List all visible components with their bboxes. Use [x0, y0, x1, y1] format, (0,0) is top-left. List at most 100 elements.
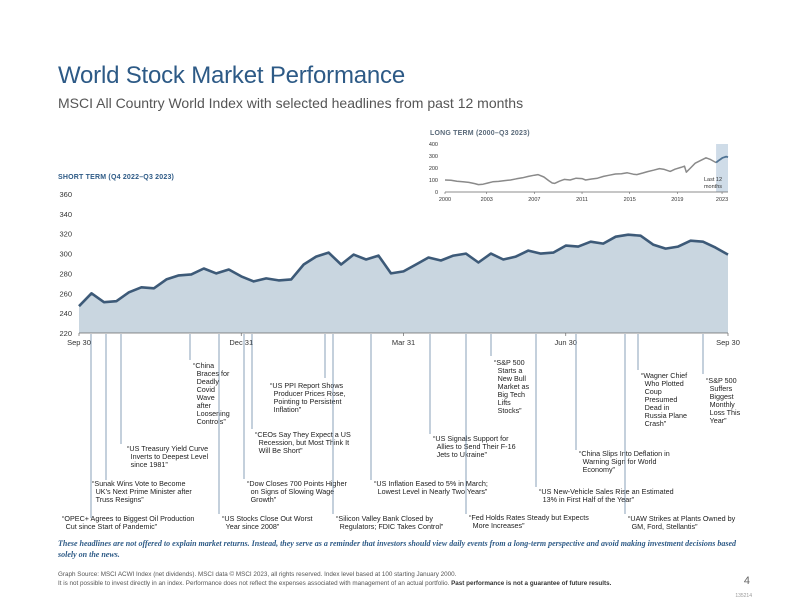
short-term-y-tick: 340	[59, 210, 72, 219]
headline-line: Crash”	[641, 419, 667, 428]
disclosure-bold: Past performance is not a guarantee of f…	[451, 580, 612, 587]
headline-line: Pointing to Persistent	[270, 397, 342, 406]
headline-line: Covid	[193, 385, 215, 394]
headline-line: Year”	[706, 416, 727, 425]
short-term-y-tick: 220	[59, 329, 72, 338]
headline-text: “CEOs Say They Expect a US Recession, bu…	[255, 430, 351, 455]
headline-line: Biggest	[706, 392, 734, 401]
short-term-y-tick: 260	[59, 289, 72, 298]
last-12-months-label-line2: months	[704, 184, 722, 190]
long-term-y-tick: 200	[429, 166, 438, 172]
short-term-y-tick: 360	[59, 190, 72, 199]
short-term-series-line	[78, 233, 729, 308]
headline-line: Who Plotted	[641, 379, 684, 388]
long-term-x-tick: 2019	[671, 197, 683, 203]
headline-line: Cut since Start of Pandemic”	[62, 522, 158, 531]
headline-line: Loss This	[706, 408, 741, 417]
headline-line: Growth”	[247, 495, 277, 504]
long-term-x-tick: 2000	[439, 197, 451, 203]
headline-line: New Bull	[494, 374, 526, 383]
headline-text: “US Stocks Close Out Worst Year since 20…	[222, 514, 313, 531]
short-term-x-tick: Jun 30	[554, 338, 577, 347]
last-12-months-band	[716, 144, 728, 192]
headline-line: Big Tech	[494, 390, 525, 399]
long-term-recent-line	[715, 155, 729, 164]
headline-line: “S&P 500	[706, 376, 737, 385]
headline-line: “UAW Strikes at Plants Owned by	[628, 514, 736, 523]
headline-line: “China	[193, 361, 214, 370]
headline-line: Loosening	[193, 409, 230, 418]
long-term-x-tick: 2023	[716, 197, 728, 203]
headline-line: “US Inflation Eased to 5% in March;	[374, 479, 488, 488]
source-footnote: Graph Source: MSCI ACWI Index (net divid…	[58, 570, 748, 588]
document-code: 135214	[735, 593, 752, 599]
short-term-chart-title: SHORT TERM (Q4 2022–Q3 2023)	[58, 174, 175, 181]
long-term-y-tick: 100	[429, 178, 438, 184]
headline-line: Truss Resigns”	[92, 495, 144, 504]
headline-line: Producer Prices Rose,	[270, 389, 346, 398]
headline-line: Braces for	[193, 369, 230, 378]
headline-line: Controls”	[193, 417, 226, 426]
headline-line: Warning Sign for World	[579, 457, 657, 466]
headline-line: “Dow Closes 700 Points Higher	[247, 479, 347, 488]
long-term-x-tick: 2015	[624, 197, 636, 203]
headline-line: Suffers	[706, 384, 733, 393]
headline-text: “Sunak Wins Vote to Become UK’s Next Pri…	[92, 479, 192, 504]
headline-text: “S&P 500 Suffers Biggest Monthly Loss Th…	[706, 376, 741, 425]
short-term-x-tick: Dec 31	[229, 338, 253, 347]
headline-line: GM, Ford, Stellantis”	[628, 522, 698, 531]
headline-text: “OPEC+ Agrees to Biggest Oil Production …	[62, 514, 194, 531]
disclosure-text: It is not possible to invest directly in…	[58, 580, 450, 587]
headline-text: “US Treasury Yield Curve Inverts to Deep…	[127, 444, 209, 469]
headline-text: “Silicon Valley Bank Closed by Regulator…	[336, 514, 444, 531]
long-term-y-tick: 0	[435, 190, 438, 196]
headline-text: “US PPI Report Shows Producer Prices Ros…	[270, 381, 346, 414]
short-term-area	[79, 234, 728, 333]
headline-line: “S&P 500	[494, 358, 525, 367]
long-term-y-tick: 300	[429, 154, 438, 160]
headline-line: Regulators; FDIC Takes Control”	[336, 522, 444, 531]
headline-line: “US PPI Report Shows	[270, 381, 344, 390]
headline-line: after	[193, 401, 212, 410]
short-term-y-tick: 300	[59, 250, 72, 259]
long-term-x-tick: 2011	[576, 197, 588, 203]
headline-line: Coup	[641, 387, 662, 396]
headline-text: “S&P 500 Starts a New Bull Market as Big…	[494, 358, 530, 415]
headline-text: “China Slips Into Deflation in Warning S…	[579, 449, 670, 474]
headline-text: “US Inflation Eased to 5% in March; Lowe…	[374, 479, 488, 496]
short-term-x-tick: Mar 31	[392, 338, 415, 347]
last-12-months-label: Last 12	[704, 177, 722, 183]
headline-disclaimer: These headlines are not offered to expla…	[58, 539, 737, 559]
headline-line: “OPEC+ Agrees to Biggest Oil Production	[62, 514, 194, 523]
headline-line: Wave	[193, 393, 215, 402]
headline-text: “Wagner Chief Who Plotted Coup Presumed …	[641, 371, 687, 428]
headline-line: “US Stocks Close Out Worst	[222, 514, 313, 523]
headline-line: Year since 2008”	[222, 522, 280, 531]
headline-text: “Fed Holds Rates Steady but Expects More…	[469, 513, 589, 530]
headline-line: Jets to Ukraine”	[433, 450, 488, 459]
disclosure-line: It is not possible to invest directly in…	[58, 579, 748, 588]
headline-line: “Silicon Valley Bank Closed by	[336, 514, 433, 523]
headline-line: Economy”	[579, 465, 616, 474]
long-term-chart-title: LONG TERM (2000–Q3 2023)	[430, 130, 530, 137]
headline-line: Russia Plane	[641, 411, 687, 420]
headline-line: Presumed	[641, 395, 677, 404]
headline-line: “US Signals Support for	[433, 434, 509, 443]
long-term-y-tick: 400	[429, 142, 438, 148]
headline-line: Starts a	[494, 366, 522, 375]
headline-line: Recession, but Most Think It	[255, 438, 349, 447]
page-subtitle: MSCI All Country World Index with select…	[58, 95, 524, 111]
headline-line: “Fed Holds Rates Steady but Expects	[469, 513, 589, 522]
headline-line: Dead in	[641, 403, 669, 412]
headline-line: Inverts to Deepest Level	[127, 452, 209, 461]
headline-line: Deadly	[193, 377, 219, 386]
headline-line: Market as	[494, 382, 530, 391]
headline-line: on Signs of Slowing Wage	[247, 487, 334, 496]
long-term-x-tick: 2003	[481, 197, 493, 203]
short-term-x-tick: Sep 30	[716, 338, 740, 347]
short-term-x-tick: Sep 30	[67, 338, 91, 347]
headline-line: Lowest Level in Nearly Two Years”	[374, 487, 488, 496]
headline-line: Will Be Short”	[255, 446, 303, 455]
headline-line: Monthly	[706, 400, 735, 409]
